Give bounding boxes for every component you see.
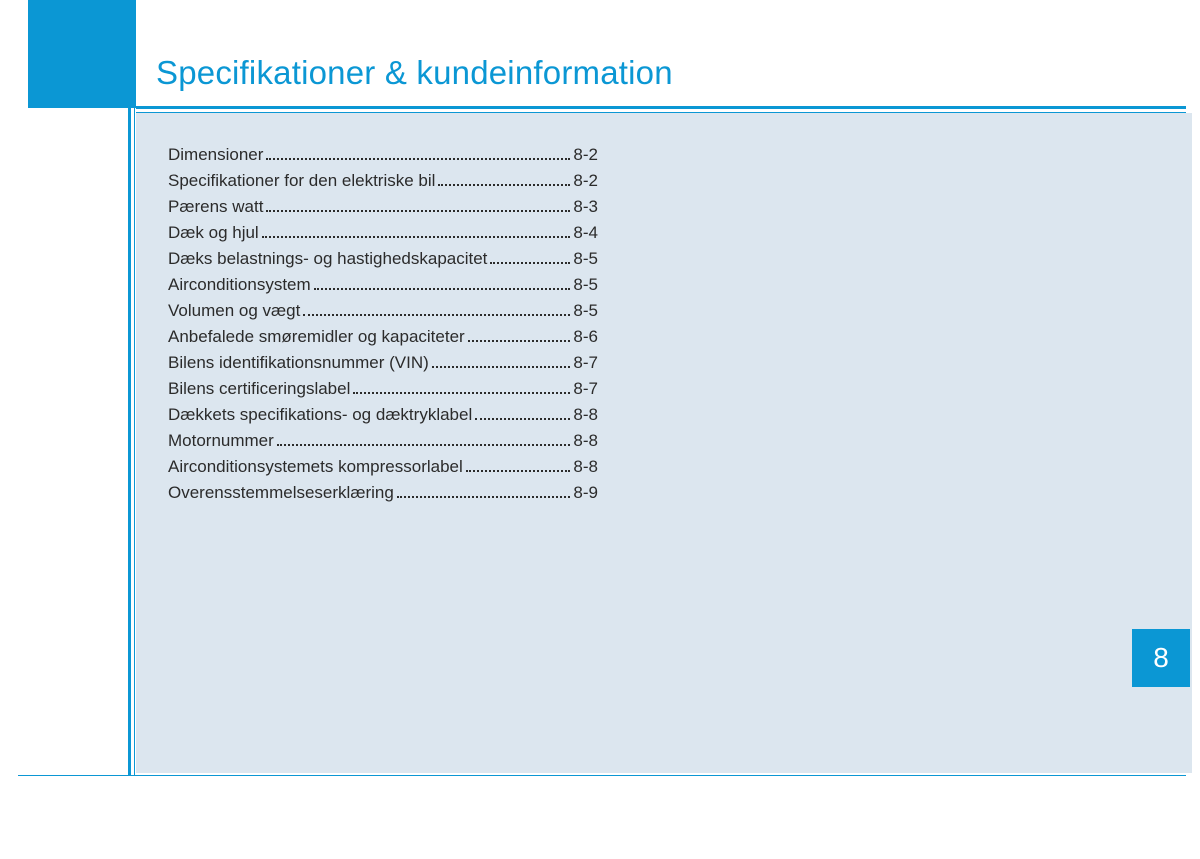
toc-leader-dots [277,431,571,446]
toc-item-label: Overensstemmelseserklæring [168,480,394,506]
chapter-title: Specifikationer & kundeinformation [156,54,673,92]
toc-item-label: Bilens certificeringslabel [168,376,350,402]
toc-item-page: 8-6 [573,324,598,350]
corner-accent-block [28,0,136,108]
toc-item-page: 8-8 [573,428,598,454]
toc-leader-dots [438,171,570,186]
toc-row: Bilens certificeringslabel 8-7 [168,376,598,402]
chapter-tab: 8 [1132,629,1190,687]
toc-row: Specifikationer for den elektriske bil 8-… [168,168,598,194]
toc-row: Airconditionsystem 8-5 [168,272,598,298]
toc-row: Volumen og vægt 8-5 [168,298,598,324]
toc-row: Bilens identifikationsnummer (VIN) 8-7 [168,350,598,376]
left-rule-thin [134,108,135,776]
toc-item-label: Pærens watt [168,194,263,220]
toc-row: Dimensioner 8-2 [168,142,598,168]
toc-item-page: 8-7 [573,350,598,376]
toc-item-label: Airconditionsystemets kompressorlabel [168,454,463,480]
toc-item-label: Airconditionsystem [168,272,311,298]
toc-leader-dots [466,457,571,472]
toc-item-page: 8-8 [573,402,598,428]
toc-item-page: 8-8 [573,454,598,480]
toc-item-label: Specifikationer for den elektriske bil [168,168,435,194]
table-of-contents: Dimensioner8-2Specifikationer for den el… [168,142,598,506]
toc-item-page: 8-5 [573,298,598,324]
toc-leader-dots [266,145,570,160]
toc-item-page: 8-2 [573,142,598,168]
toc-leader-dots [397,483,571,498]
toc-item-label: Bilens identifikationsnummer (VIN) [168,350,429,376]
left-rule-thick [128,108,131,776]
toc-item-label: Volumen og vægt [168,298,300,324]
header-region: Specifikationer & kundeinformation [0,0,1200,110]
toc-leader-dots [303,301,570,316]
toc-leader-dots [475,405,570,420]
toc-leader-dots [353,379,570,394]
toc-item-page: 8-4 [573,220,598,246]
toc-item-label: Anbefalede smøremidler og kapaciteter [168,324,465,350]
toc-item-page: 8-7 [573,376,598,402]
toc-leader-dots [266,197,570,212]
toc-leader-dots [490,249,570,264]
toc-row: Pærens watt 8-3 [168,194,598,220]
toc-item-label: Dimensioner [168,142,263,168]
bottom-rule [18,775,1186,776]
toc-row: Dæk og hjul 8-4 [168,220,598,246]
toc-item-label: Dækkets specifikations- og dæktryklabel [168,402,472,428]
toc-row: Overensstemmelseserklæring 8-9 [168,480,598,506]
toc-item-page: 8-5 [573,272,598,298]
toc-row: Dæks belastnings- og hastighedskapacitet… [168,246,598,272]
toc-item-label: Motornummer [168,428,274,454]
toc-leader-dots [468,327,571,342]
toc-item-page: 8-3 [573,194,598,220]
toc-item-label: Dæk og hjul [168,220,259,246]
toc-leader-dots [432,353,571,368]
toc-item-page: 8-9 [573,480,598,506]
chapter-number: 8 [1153,642,1169,674]
toc-item-label: Dæks belastnings- og hastighedskapacitet [168,246,487,272]
toc-row: Dækkets specifikations- og dæktryklabel 8… [168,402,598,428]
toc-item-page: 8-2 [573,168,598,194]
toc-leader-dots [262,223,571,238]
toc-row: Anbefalede smøremidler og kapaciteter 8-6 [168,324,598,350]
title-underline-thick [136,106,1186,109]
toc-item-page: 8-5 [573,246,598,272]
toc-row: Motornummer 8-8 [168,428,598,454]
toc-row: Airconditionsystemets kompressorlabel 8-8 [168,454,598,480]
toc-leader-dots [314,275,571,290]
